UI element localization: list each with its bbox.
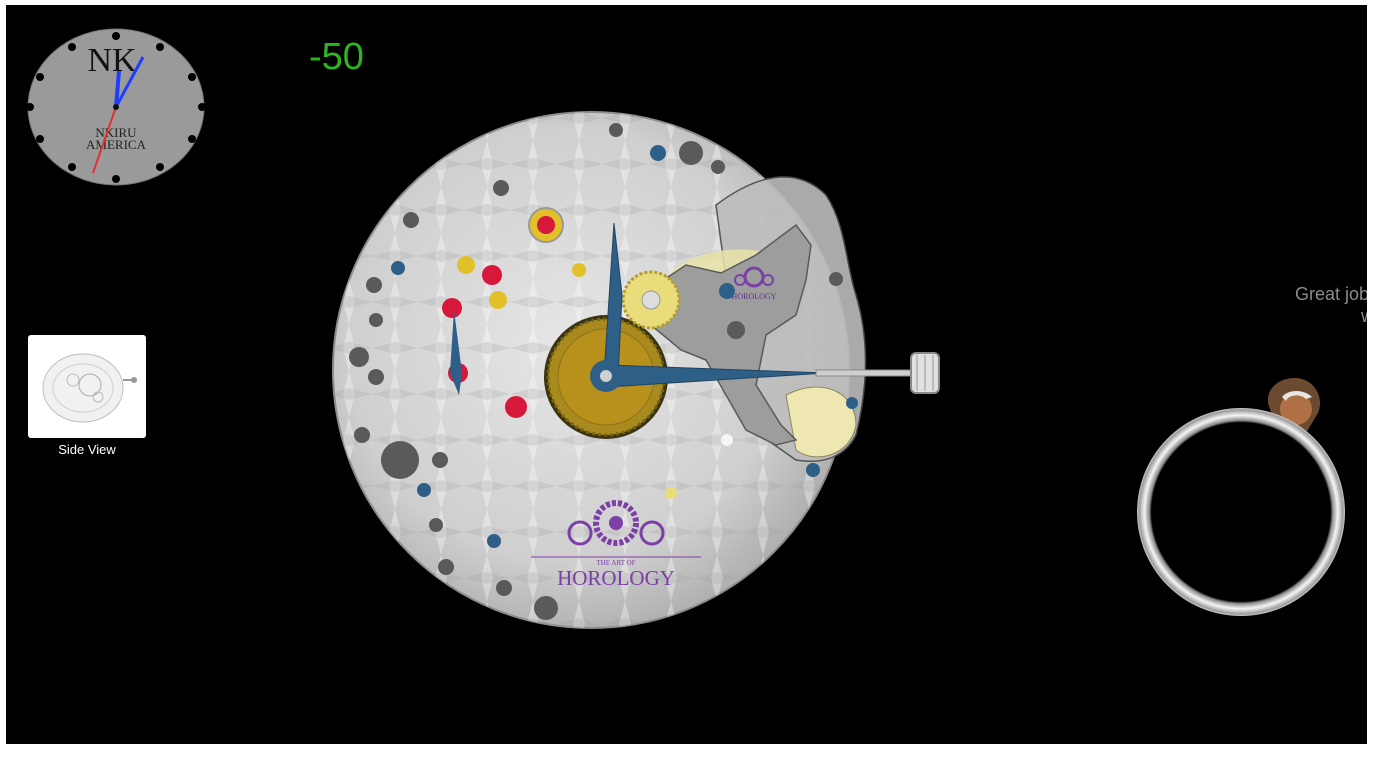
watch-movement[interactable]: HOROLOGY	[326, 95, 966, 655]
small-horology-logo: HOROLOGY	[732, 266, 777, 301]
watch-hands[interactable]	[450, 222, 827, 395]
svg-text:HOROLOGY: HOROLOGY	[732, 292, 777, 301]
hint-text: Great job! w	[1294, 284, 1367, 326]
svg-text:THE ART OF: THE ART OF	[596, 559, 635, 567]
game-viewport[interactable]: NK NKIRU AMERICA -50 Side View	[6, 5, 1367, 744]
crown-stem[interactable]	[815, 352, 940, 394]
clock-brand-line2: AMERICA	[86, 137, 147, 152]
side-view-button[interactable]	[28, 335, 146, 438]
score-counter: -50	[309, 36, 364, 78]
watch-movement-thumbnail-icon	[42, 353, 137, 423]
side-view-label: Side View	[58, 442, 116, 457]
clock-hour-hand	[114, 70, 121, 108]
clock-monogram: NK	[87, 42, 137, 79]
svg-text:HOROLOGY: HOROLOGY	[557, 566, 675, 590]
clock-minute-hand	[114, 56, 145, 108]
mini-clock: NK NKIRU AMERICA	[26, 28, 206, 186]
jewels	[442, 207, 586, 418]
clock-second-hand	[92, 106, 117, 174]
silver-ring-icon[interactable]	[1132, 403, 1350, 621]
large-horology-logo: THE ART OF HOROLOGY	[531, 500, 701, 590]
